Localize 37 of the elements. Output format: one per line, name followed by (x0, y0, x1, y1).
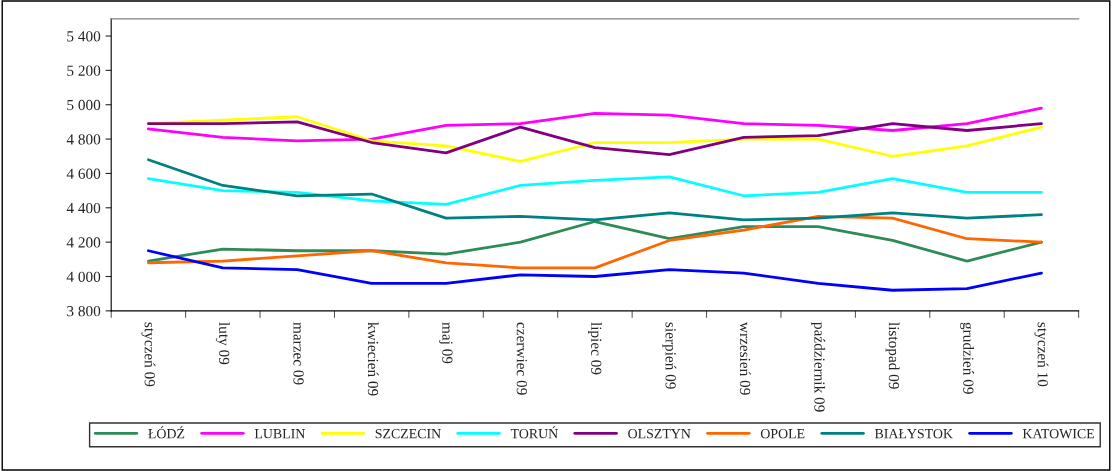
y-tick-label: 4 400 (66, 202, 101, 214)
line-series (147, 220, 1043, 263)
x-tick-label: wrzesień 09 (739, 321, 751, 395)
line-series (147, 175, 1043, 206)
y-tick-label: 4 600 (66, 168, 101, 179)
legend-label: LUBLIN (254, 429, 306, 439)
line-series (147, 106, 1043, 143)
x-tick-label: sierpień 09 (662, 322, 677, 389)
y-tick-label: 3 800 (67, 306, 101, 317)
line-series (147, 158, 1043, 222)
x-tick-label: styczeń 10 (1034, 322, 1049, 387)
y-tick-label: 4 800 (66, 134, 101, 145)
x-tick-label: kwiecień 09 (367, 322, 379, 396)
legend-label: OPOLE (760, 429, 805, 439)
x-tick-label: maj 09 (439, 322, 453, 364)
legend-label: KATOWICE (1022, 429, 1094, 439)
x-tick-label: październik 09 (811, 322, 826, 412)
y-tick-label: 4 000 (66, 271, 101, 282)
legend-label: TORUŃ (510, 426, 558, 439)
x-tick-label: czerwiec 09 (516, 322, 527, 395)
line-series (147, 249, 1043, 292)
x-tick-label: luty 09 (215, 322, 230, 365)
x-tick-label: lipiec 09 (587, 322, 602, 375)
y-tick-label: 5 000 (67, 99, 101, 111)
y-tick-label: 5 400 (67, 31, 101, 42)
legend-label: ŁÓDŹ (148, 426, 185, 439)
legend-label: BIAŁYSTOK (874, 429, 953, 439)
line-series (147, 214, 1043, 270)
x-tick-label: styczeń 09 (141, 322, 156, 387)
legend-label: OLSZTYN (628, 429, 691, 439)
y-tick-label: 4 200 (66, 237, 101, 248)
x-tick-label: grudzień 09 (960, 322, 974, 394)
x-tick-label: marzec 09 (293, 322, 304, 385)
line-series (147, 120, 1043, 156)
legend-label: SZCZECIN (375, 429, 441, 439)
y-tick-label: 5 200 (67, 65, 101, 76)
x-tick-label: listopad 09 (885, 322, 900, 389)
